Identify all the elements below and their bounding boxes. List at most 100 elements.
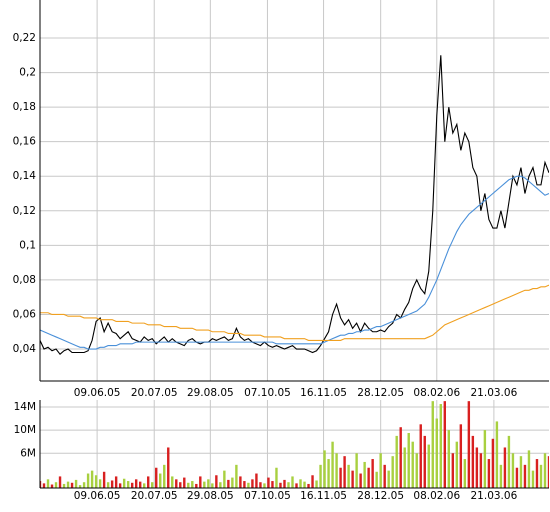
volume-bar: [367, 467, 370, 488]
volume-bar: [58, 476, 62, 488]
volume-bar: [499, 464, 503, 488]
volume-bar: [94, 475, 98, 488]
volume-bar: [507, 435, 511, 488]
volume-bar: [118, 483, 122, 488]
x-tick-label: 28.12.05: [357, 490, 404, 502]
volume-bar: [459, 424, 463, 488]
volume-bar: [411, 441, 414, 488]
volume-bar: [371, 459, 374, 488]
x-tick-label: 08.02.06: [413, 490, 460, 502]
volume-bar: [263, 483, 266, 488]
volume-bar: [307, 483, 310, 488]
y-tick-label: 0,16: [13, 136, 37, 148]
volume-bar: [267, 477, 270, 488]
volume-bar: [102, 471, 106, 488]
price-line: [40, 284, 549, 341]
volume-bar: [503, 447, 507, 488]
volume-bar: [303, 481, 306, 488]
x-tick-label: 09.06.05: [74, 490, 121, 502]
volume-bar: [511, 453, 515, 488]
y-tick-label: 0,2: [19, 67, 36, 79]
volume-bar: [387, 470, 390, 488]
volume-bar: [299, 479, 302, 488]
y-tick-label: 0,06: [13, 308, 37, 320]
volume-bar: [275, 467, 278, 488]
x-tick-label: 29.08.05: [187, 490, 234, 502]
volume-bar: [403, 447, 406, 488]
x-tick-label: 21.03.06: [471, 387, 518, 399]
y-tick-label: 14M: [14, 401, 36, 413]
volume-bar: [239, 476, 242, 488]
volume-bar: [159, 473, 162, 488]
volume-bar: [207, 479, 210, 488]
volume-bar: [231, 477, 234, 488]
x-tick-label: 07.10.05: [244, 387, 291, 399]
volume-bar: [439, 404, 442, 488]
y-tick-label: 0,04: [13, 343, 37, 355]
volume-bar: [147, 476, 150, 488]
volume-bar: [98, 479, 102, 488]
volume-bar: [383, 464, 386, 488]
volume-bar: [42, 483, 46, 488]
volume-bar: [54, 482, 58, 488]
volume-bar: [315, 480, 318, 488]
volume-bar: [343, 456, 346, 488]
volume-bar: [463, 459, 467, 488]
volume-bar: [347, 464, 350, 488]
volume-bar: [279, 482, 282, 488]
y-tick-label: 0,12: [13, 205, 36, 217]
volume-bar: [215, 475, 218, 488]
volume-bar: [179, 482, 182, 488]
volume-bar: [363, 461, 366, 488]
x-tick-label: 21.03.06: [471, 490, 518, 502]
volume-bar: [163, 464, 166, 488]
x-tick-label: 16.11.05: [300, 490, 347, 502]
volume-bar: [535, 459, 539, 488]
y-tick-label: 0,18: [13, 101, 36, 113]
volume-bar: [143, 483, 146, 488]
volume-bar: [191, 481, 194, 488]
volume-bar: [455, 441, 459, 488]
y-tick-label: 0,08: [13, 274, 36, 286]
volume-bar: [359, 473, 362, 488]
volume-bar: [475, 447, 479, 488]
volume-bar: [431, 401, 434, 488]
volume-bar: [523, 464, 527, 488]
volume-bar: [134, 479, 138, 488]
volume-bar: [126, 481, 130, 488]
volume-bar: [395, 435, 398, 488]
volume-bar: [331, 441, 334, 488]
x-tick-label: 20.07.05: [131, 490, 178, 502]
volume-bar: [62, 483, 66, 488]
volume-bar: [339, 467, 342, 488]
volume-bar: [419, 424, 422, 488]
volume-bar: [171, 476, 174, 488]
volume-bar: [283, 479, 286, 488]
y-tick-label: 0,14: [13, 170, 37, 182]
x-tick-label: 29.08.05: [187, 387, 234, 399]
volume-bar: [295, 483, 298, 488]
volume-bar: [187, 482, 190, 488]
volume-bar: [415, 453, 418, 488]
volume-bar: [291, 476, 294, 488]
volume-bar: [311, 475, 314, 488]
volume-bar: [467, 401, 471, 488]
volume-bar: [223, 470, 226, 488]
volume-bar: [435, 418, 438, 488]
volume-bar: [375, 471, 378, 488]
volume-bar: [46, 479, 50, 488]
y-tick-label: 0,22: [13, 32, 36, 44]
volume-bar: [451, 453, 455, 488]
x-tick-label: 28.12.05: [357, 387, 404, 399]
volume-bar: [407, 433, 410, 488]
volume-bar: [50, 484, 54, 488]
volume-bar: [515, 467, 519, 488]
volume-bar: [319, 464, 322, 488]
volume-bar: [130, 482, 134, 488]
volume-bar: [323, 450, 326, 488]
volume-bar: [155, 467, 158, 488]
volume-bar: [391, 456, 394, 488]
volume-bar: [251, 479, 254, 488]
volume-bar: [66, 481, 70, 488]
